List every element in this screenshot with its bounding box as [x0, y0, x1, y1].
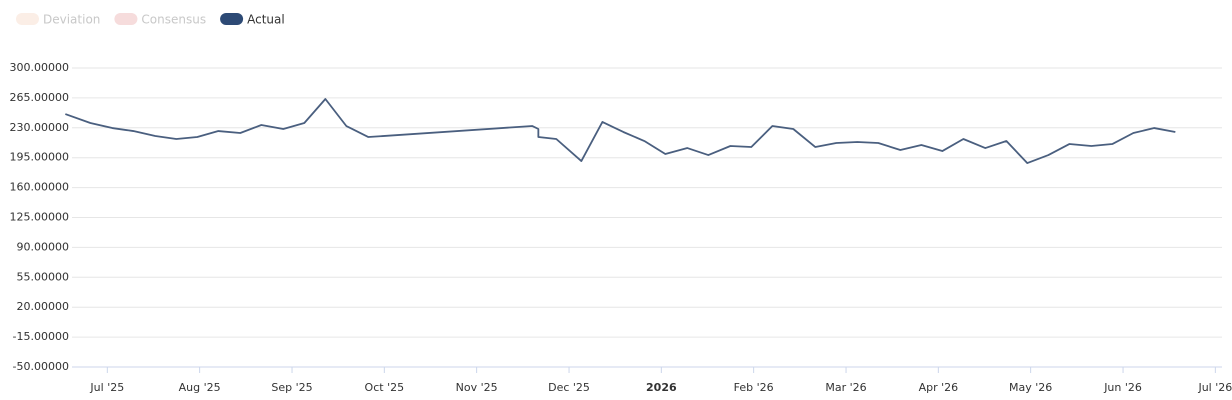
y-tick-label: -50.00000 — [13, 360, 69, 373]
x-tick-label: Apr '26 — [919, 381, 959, 394]
x-tick-label: Jul '26 — [1197, 381, 1232, 394]
x-tick-label: Feb '26 — [734, 381, 774, 394]
y-tick-label: 55.00000 — [17, 270, 70, 283]
x-tick-label: Jun '26 — [1103, 381, 1142, 394]
x-tick-label: May '26 — [1009, 381, 1052, 394]
y-tick-label: 90.00000 — [17, 240, 70, 253]
x-tick-label: Mar '26 — [825, 381, 866, 394]
y-tick-label: 300.00000 — [10, 61, 70, 74]
y-tick-label: 125.00000 — [10, 211, 70, 224]
y-tick-label: 265.00000 — [10, 91, 70, 104]
x-tick-label: Aug '25 — [179, 381, 221, 394]
x-tick-label: Dec '25 — [548, 381, 590, 394]
legend-label[interactable]: Deviation — [43, 13, 100, 27]
x-tick-label: Nov '25 — [456, 381, 498, 394]
x-tick-label: Oct '25 — [365, 381, 405, 394]
y-tick-label: -15.00000 — [13, 330, 69, 343]
x-tick-label: 2026 — [646, 381, 677, 394]
x-tick-label: Sep '25 — [271, 381, 312, 394]
legend-label[interactable]: Consensus — [141, 13, 206, 27]
y-tick-label: 160.00000 — [10, 181, 70, 194]
legend-swatch[interactable] — [16, 13, 39, 25]
x-tick-label: Jul '25 — [89, 381, 124, 394]
legend-swatch[interactable] — [220, 13, 244, 25]
y-tick-label: 20.00000 — [17, 300, 70, 313]
y-tick-label: 195.00000 — [10, 151, 70, 164]
legend-swatch[interactable] — [114, 13, 138, 25]
legend-label[interactable]: Actual — [247, 13, 285, 27]
y-tick-label: 230.00000 — [10, 121, 70, 134]
series-line — [65, 98, 1176, 164]
